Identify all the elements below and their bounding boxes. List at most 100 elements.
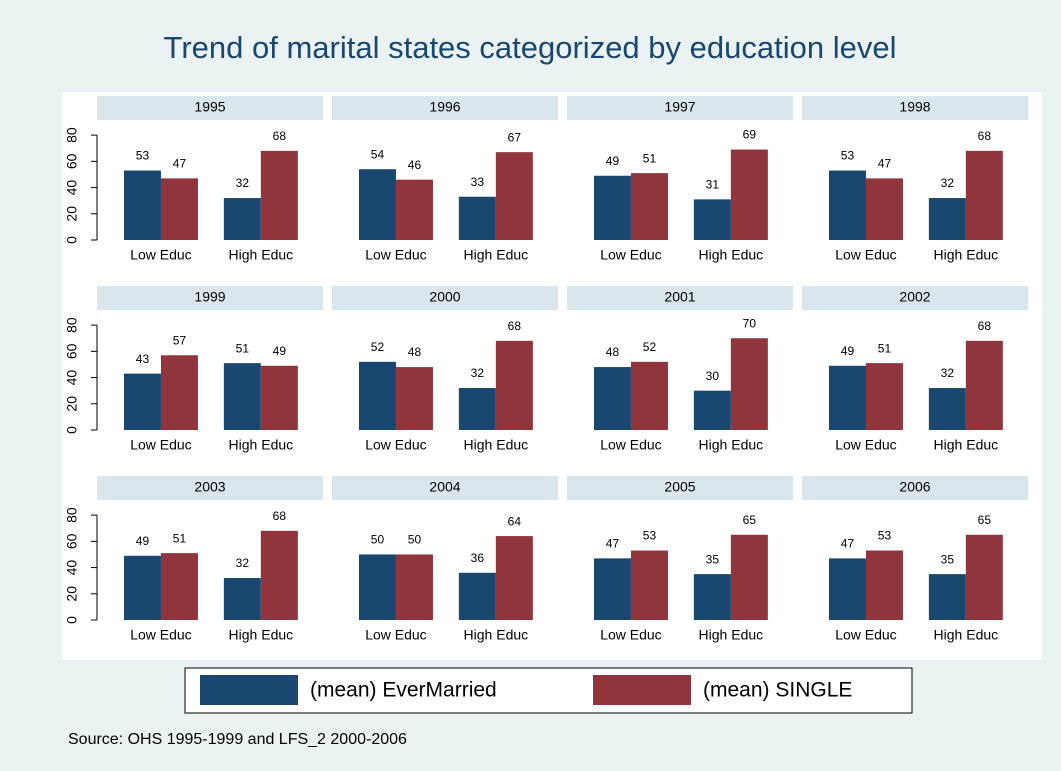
value-label: 64 bbox=[508, 514, 522, 528]
panel-title: 2005 bbox=[664, 479, 695, 495]
bar bbox=[865, 363, 903, 430]
value-label: 67 bbox=[508, 130, 522, 144]
value-label: 69 bbox=[743, 128, 757, 142]
bar bbox=[260, 150, 298, 240]
value-label: 49 bbox=[273, 344, 287, 358]
value-label: 32 bbox=[236, 176, 250, 190]
y-tick-label: 20 bbox=[64, 206, 80, 222]
value-label: 49 bbox=[136, 534, 150, 548]
bar bbox=[123, 555, 161, 620]
y-tick-label: 80 bbox=[64, 507, 80, 523]
x-tick-label: Low Educ bbox=[835, 247, 896, 263]
value-label: 49 bbox=[606, 154, 620, 168]
value-label: 52 bbox=[371, 340, 385, 354]
bar bbox=[593, 175, 631, 240]
value-label: 48 bbox=[408, 345, 422, 359]
panel-title: 2003 bbox=[194, 479, 225, 495]
bar bbox=[495, 152, 533, 240]
chart-title: Trend of marital states categorized by e… bbox=[164, 30, 897, 65]
x-tick-label: Low Educ bbox=[600, 437, 661, 453]
bar bbox=[593, 558, 631, 620]
value-label: 32 bbox=[941, 176, 955, 190]
panel-title: 2002 bbox=[899, 289, 930, 305]
x-tick-label: Low Educ bbox=[835, 437, 896, 453]
x-tick-label: High Educ bbox=[699, 437, 764, 453]
strip bbox=[97, 476, 323, 500]
strip bbox=[97, 286, 323, 310]
y-tick-label: 0 bbox=[64, 426, 80, 434]
value-label: 54 bbox=[371, 147, 385, 161]
bar bbox=[693, 574, 731, 620]
strip bbox=[802, 96, 1028, 120]
bar bbox=[828, 170, 866, 240]
y-tick-label: 60 bbox=[64, 153, 80, 169]
panel-title: 1995 bbox=[194, 99, 225, 115]
bar bbox=[928, 574, 966, 620]
bar bbox=[828, 558, 866, 620]
value-label: 53 bbox=[643, 529, 657, 543]
value-label: 52 bbox=[643, 340, 657, 354]
value-label: 47 bbox=[173, 157, 187, 171]
legend-swatch bbox=[200, 675, 298, 705]
value-label: 47 bbox=[841, 537, 855, 551]
value-label: 46 bbox=[408, 158, 422, 172]
value-label: 48 bbox=[606, 345, 620, 359]
bar bbox=[123, 373, 161, 430]
x-tick-label: High Educ bbox=[229, 437, 294, 453]
bar bbox=[123, 170, 161, 240]
bar bbox=[730, 338, 768, 430]
y-tick-label: 60 bbox=[64, 533, 80, 549]
y-tick-label: 80 bbox=[64, 127, 80, 143]
bar bbox=[395, 367, 433, 430]
x-tick-label: Low Educ bbox=[600, 627, 661, 643]
value-label: 47 bbox=[878, 157, 892, 171]
value-label: 31 bbox=[706, 178, 720, 192]
bar bbox=[828, 365, 866, 430]
x-tick-label: Low Educ bbox=[835, 627, 896, 643]
bar bbox=[965, 534, 1003, 620]
bar bbox=[160, 355, 198, 430]
x-tick-label: High Educ bbox=[464, 247, 529, 263]
bar bbox=[260, 530, 298, 620]
x-tick-label: High Educ bbox=[464, 627, 529, 643]
value-label: 51 bbox=[236, 341, 250, 355]
note: Source: OHS 1995-1999 and LFS_2 2000-200… bbox=[68, 731, 407, 748]
y-tick-label: 60 bbox=[64, 343, 80, 359]
bar bbox=[358, 169, 396, 240]
bar bbox=[358, 554, 396, 620]
value-label: 53 bbox=[136, 149, 150, 163]
strip bbox=[97, 96, 323, 120]
value-label: 68 bbox=[508, 319, 522, 333]
value-label: 36 bbox=[471, 551, 485, 565]
value-label: 30 bbox=[706, 369, 720, 383]
x-tick-label: Low Educ bbox=[365, 627, 426, 643]
value-label: 50 bbox=[408, 533, 422, 547]
legend-swatch bbox=[593, 675, 691, 705]
bar bbox=[965, 340, 1003, 430]
panel-title: 1996 bbox=[429, 99, 460, 115]
value-label: 47 bbox=[606, 537, 620, 551]
bar bbox=[928, 198, 966, 240]
x-tick-label: Low Educ bbox=[365, 437, 426, 453]
bar bbox=[495, 340, 533, 430]
bar bbox=[458, 196, 496, 240]
strip bbox=[802, 286, 1028, 310]
legend-label: (mean) SINGLE bbox=[703, 679, 852, 702]
strip bbox=[802, 476, 1028, 500]
x-tick-label: Low Educ bbox=[130, 627, 191, 643]
x-tick-label: High Educ bbox=[464, 437, 529, 453]
value-label: 68 bbox=[273, 129, 287, 143]
panel-title: 2006 bbox=[899, 479, 930, 495]
bar bbox=[693, 390, 731, 430]
y-tick-label: 40 bbox=[64, 370, 80, 386]
panel-title: 2000 bbox=[429, 289, 460, 305]
bar bbox=[928, 388, 966, 430]
x-tick-label: Low Educ bbox=[600, 247, 661, 263]
bar bbox=[730, 534, 768, 620]
value-label: 51 bbox=[878, 341, 892, 355]
value-label: 33 bbox=[471, 175, 485, 189]
value-label: 68 bbox=[978, 319, 992, 333]
panel-title: 1997 bbox=[664, 99, 695, 115]
value-label: 32 bbox=[471, 366, 485, 380]
